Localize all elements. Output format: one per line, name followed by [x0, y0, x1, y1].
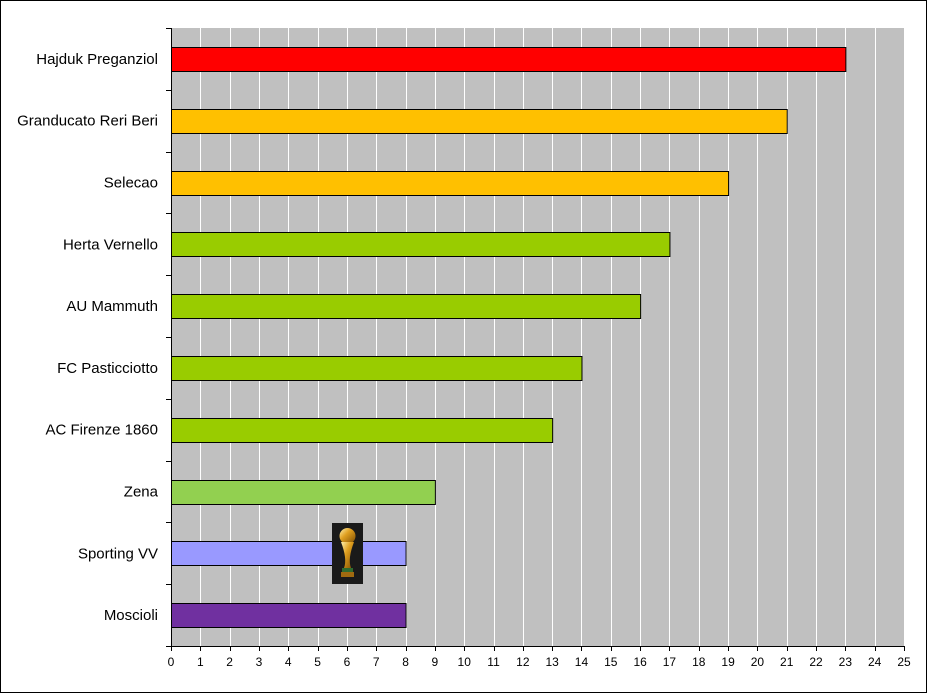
category-label: Granducato Reri Beri [17, 113, 158, 130]
x-tick-label: 14 [575, 655, 589, 669]
x-tick-label: 11 [487, 655, 500, 669]
bar-sporting-vv [171, 541, 407, 566]
x-tick-labels: 0 1 2 3 4 5 6 7 8 9 10 11 12 13 14 15 16 17 18 19 20 21 22 23 24… [168, 655, 911, 669]
x-tick-label: 15 [604, 655, 618, 669]
category-label: Moscioli [104, 607, 158, 624]
x-tick-label: 17 [663, 655, 677, 669]
category-labels: Hajduk Preganziol Granducato Reri Beri Sel… [17, 51, 159, 624]
axes [166, 28, 905, 651]
x-tick-label: 5 [314, 655, 321, 669]
x-tick-label: 4 [285, 655, 292, 669]
x-tick-label: 9 [432, 655, 439, 669]
trophy-base-band [342, 568, 353, 572]
bar-au-mammuth [171, 294, 642, 319]
bar-hajduk-preganziol [171, 47, 847, 72]
category-label: AC Firenze 1860 [45, 422, 158, 439]
category-label: Sporting VV [78, 545, 158, 562]
x-tick-label: 22 [809, 655, 823, 669]
x-tick-label: 25 [897, 655, 911, 669]
x-tick-label: 3 [256, 655, 263, 669]
world-cup-trophy-icon [332, 523, 363, 584]
x-tick-label: 10 [458, 655, 472, 669]
x-tick-label: 2 [226, 655, 233, 669]
x-tick-label: 23 [839, 655, 853, 669]
x-tick-label: 6 [344, 655, 351, 669]
category-label: Hajduk Preganziol [36, 51, 158, 68]
x-tick-label: 24 [868, 655, 882, 669]
x-tick-label: 16 [633, 655, 647, 669]
x-tick-label: 18 [692, 655, 706, 669]
bar-herta-vernello [171, 232, 671, 257]
bar-selecao [171, 171, 730, 196]
trophy-base [341, 572, 354, 577]
category-label: Zena [124, 484, 159, 501]
trophy-globe [339, 528, 356, 544]
trophy-body [341, 542, 354, 568]
category-label: FC Pasticciotto [57, 360, 158, 377]
bar-moscioli [171, 603, 407, 628]
x-tick-label: 13 [545, 655, 559, 669]
bar-zena [171, 480, 436, 505]
x-tick-label: 7 [373, 655, 380, 669]
x-tick-label: 12 [516, 655, 530, 669]
x-tick-label: 8 [402, 655, 409, 669]
category-label: AU Mammuth [66, 298, 158, 315]
bar-ac-firenze-1860 [171, 418, 554, 443]
x-tick-label: 1 [197, 655, 204, 669]
x-tick-label: 21 [780, 655, 794, 669]
bars [171, 47, 847, 628]
x-tick-label: 19 [721, 655, 735, 669]
x-tick-label: 20 [751, 655, 765, 669]
bar-fc-pasticciotto [171, 356, 583, 381]
bar-granducato-reri-beri [171, 109, 788, 134]
x-tick-label: 0 [168, 655, 175, 669]
category-label: Herta Vernello [63, 236, 158, 253]
category-label: Selecao [104, 175, 158, 192]
